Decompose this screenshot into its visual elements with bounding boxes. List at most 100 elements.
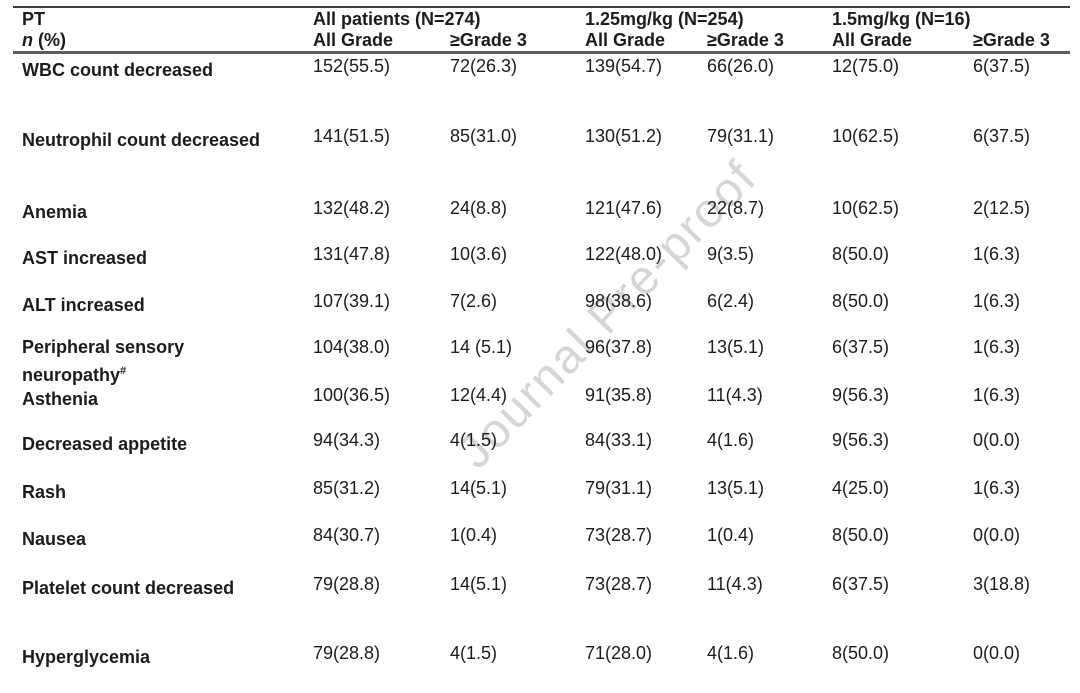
table-cell-1-5mgkg-grade3: 6(37.5) (973, 126, 1031, 146)
subheader-grade3-1: ≥Grade 3 (450, 30, 527, 50)
adverse-event-name: Rash (22, 482, 67, 502)
table-cell-all-patients-all-grade: 84(30.7) (313, 525, 381, 545)
table-cell-all-patients-grade3: 4(1.5) (450, 643, 498, 663)
row-label-cell: Decreased appetite (22, 428, 187, 456)
table-cell-1-25mgkg-grade3: 1(0.4) (707, 525, 755, 545)
table-cell-1-25mgkg-all-grade: 121(47.6) (585, 198, 663, 218)
table-cell-1-25mgkg-all-grade: 79(31.1) (585, 478, 653, 498)
table-cell-1-5mgkg-grade3: 3(18.8) (973, 574, 1031, 594)
table-cell-1-25mgkg-grade3: 4(1.6) (707, 643, 755, 663)
table-cell-1-5mgkg-all-grade: 10(62.5) (832, 198, 900, 218)
adverse-event-name: AST increased (22, 248, 148, 268)
table-cell-all-patients-all-grade: 100(36.5) (313, 385, 391, 405)
table-cell-all-patients-all-grade: 132(48.2) (313, 198, 391, 218)
subheader-all-grade-2: All Grade (585, 30, 666, 50)
table-cell-1-5mgkg-grade3: 0(0.0) (973, 525, 1021, 545)
row-label-cell: Peripheral sensory neuropathy# (22, 335, 184, 387)
table-cell-all-patients-grade3: 85(31.0) (450, 126, 518, 146)
table-cell-1-5mgkg-grade3: 1(6.3) (973, 385, 1021, 405)
table-cell-all-patients-all-grade: 107(39.1) (313, 291, 391, 311)
table-cell-all-patients-all-grade: 85(31.2) (313, 478, 381, 498)
table-cell-1-25mgkg-grade3: 66(26.0) (707, 56, 775, 76)
table-cell-all-patients-grade3: 14 (5.1) (450, 337, 513, 357)
table-cell-1-25mgkg-all-grade: 84(33.1) (585, 430, 653, 450)
table-cell-1-5mgkg-all-grade: 9(56.3) (832, 430, 890, 450)
table-cell-all-patients-all-grade: 79(28.8) (313, 643, 381, 663)
table-cell-all-patients-grade3: 14(5.1) (450, 478, 508, 498)
table-cell-all-patients-all-grade: 104(38.0) (313, 337, 391, 357)
row-label-cell: Neutrophil count decreased (22, 124, 260, 152)
table-cell-1-5mgkg-all-grade: 6(37.5) (832, 337, 890, 357)
table-cell-1-25mgkg-all-grade: 96(37.8) (585, 337, 653, 357)
table-cell-1-5mgkg-all-grade: 6(37.5) (832, 574, 890, 594)
adverse-event-name: Neutrophil count decreased (22, 130, 261, 150)
table-cell-1-5mgkg-grade3: 0(0.0) (973, 643, 1021, 663)
table-cell-all-patients-grade3: 72(26.3) (450, 56, 518, 76)
table-cell-1-25mgkg-grade3: 22(8.7) (707, 198, 765, 218)
adverse-event-name: ALT increased (22, 295, 145, 315)
adverse-event-name: Anemia (22, 202, 88, 222)
table-cell-1-5mgkg-all-grade: 8(50.0) (832, 643, 890, 663)
row-label-cell: Asthenia (22, 383, 98, 411)
subheader-all-grade-3: All Grade (832, 30, 913, 50)
table-cell-1-5mgkg-grade3: 1(6.3) (973, 244, 1021, 264)
table-cell-1-5mgkg-all-grade: 8(50.0) (832, 244, 890, 264)
table-cell-1-25mgkg-all-grade: 130(51.2) (585, 126, 663, 146)
table-cell-all-patients-grade3: 10(3.6) (450, 244, 508, 264)
group-header-1-25mgkg: 1.25mg/kg (N=254) (585, 9, 744, 29)
table-cell-1-5mgkg-all-grade: 8(50.0) (832, 291, 890, 311)
table-cell-all-patients-all-grade: 152(55.5) (313, 56, 391, 76)
adverse-event-name: Decreased appetite (22, 434, 188, 454)
table-cell-1-5mgkg-grade3: 1(6.3) (973, 478, 1021, 498)
table-cell-all-patients-all-grade: 131(47.8) (313, 244, 391, 264)
table-cell-1-25mgkg-grade3: 13(5.1) (707, 478, 765, 498)
subheader-grade3-3: ≥Grade 3 (973, 30, 1050, 50)
table-cell-all-patients-grade3: 4(1.5) (450, 430, 498, 450)
adverse-event-name: Hyperglycemia (22, 647, 151, 667)
row-label-cell: AST increased (22, 242, 147, 270)
table-cell-1-25mgkg-grade3: 6(2.4) (707, 291, 755, 311)
table-cell-all-patients-all-grade: 79(28.8) (313, 574, 381, 594)
adverse-event-name: Asthenia (22, 389, 99, 409)
table-cell-1-25mgkg-grade3: 11(4.3) (707, 385, 763, 405)
column-header-pt: PT n (%) (22, 9, 66, 51)
group-header-all-patients: All patients (N=274) (313, 9, 481, 29)
table-cell-all-patients-grade3: 1(0.4) (450, 525, 498, 545)
table-cell-1-5mgkg-all-grade: 9(56.3) (832, 385, 890, 405)
subheader-grade3-2: ≥Grade 3 (707, 30, 784, 50)
table-cell-all-patients-grade3: 14(5.1) (450, 574, 508, 594)
table-cell-1-5mgkg-grade3: 1(6.3) (973, 337, 1021, 357)
table-cell-all-patients-grade3: 24(8.8) (450, 198, 508, 218)
footnote-marker: # (120, 365, 127, 377)
table-cell-1-25mgkg-all-grade: 139(54.7) (585, 56, 663, 76)
row-label-cell: Anemia (22, 196, 87, 224)
row-label-cell: ALT increased (22, 289, 145, 317)
table-top-rule (13, 6, 1070, 8)
adverse-event-name: Peripheral sensory neuropathy (22, 337, 185, 385)
table-cell-1-25mgkg-all-grade: 91(35.8) (585, 385, 653, 405)
row-label-cell: Nausea (22, 523, 86, 551)
row-label-cell: Platelet count decreased (22, 572, 234, 600)
table-cell-all-patients-grade3: 12(4.4) (450, 385, 508, 405)
adverse-event-name: Nausea (22, 529, 87, 549)
table-cell-1-5mgkg-grade3: 0(0.0) (973, 430, 1021, 450)
table-cell-1-5mgkg-all-grade: 10(62.5) (832, 126, 900, 146)
table-cell-1-25mgkg-grade3: 79(31.1) (707, 126, 775, 146)
table-cell-1-5mgkg-all-grade: 4(25.0) (832, 478, 890, 498)
table-cell-1-25mgkg-all-grade: 122(48.0) (585, 244, 663, 264)
table-cell-1-25mgkg-all-grade: 98(38.6) (585, 291, 653, 311)
table-cell-all-patients-grade3: 7(2.6) (450, 291, 498, 311)
table-cell-1-5mgkg-all-grade: 12(75.0) (832, 56, 900, 76)
subheader-all-grade-1: All Grade (313, 30, 394, 50)
group-header-1-5mgkg: 1.5mg/kg (N=16) (832, 9, 971, 29)
n-percent-label: (%) (33, 30, 66, 50)
table-cell-1-25mgkg-all-grade: 71(28.0) (585, 643, 653, 663)
table-cell-all-patients-all-grade: 94(34.3) (313, 430, 381, 450)
adverse-event-name: Platelet count decreased (22, 578, 235, 598)
table-cell-1-5mgkg-grade3: 1(6.3) (973, 291, 1021, 311)
table-cell-1-5mgkg-grade3: 2(12.5) (973, 198, 1031, 218)
row-label-cell: Rash (22, 476, 66, 504)
table-cell-1-25mgkg-grade3: 9(3.5) (707, 244, 755, 264)
